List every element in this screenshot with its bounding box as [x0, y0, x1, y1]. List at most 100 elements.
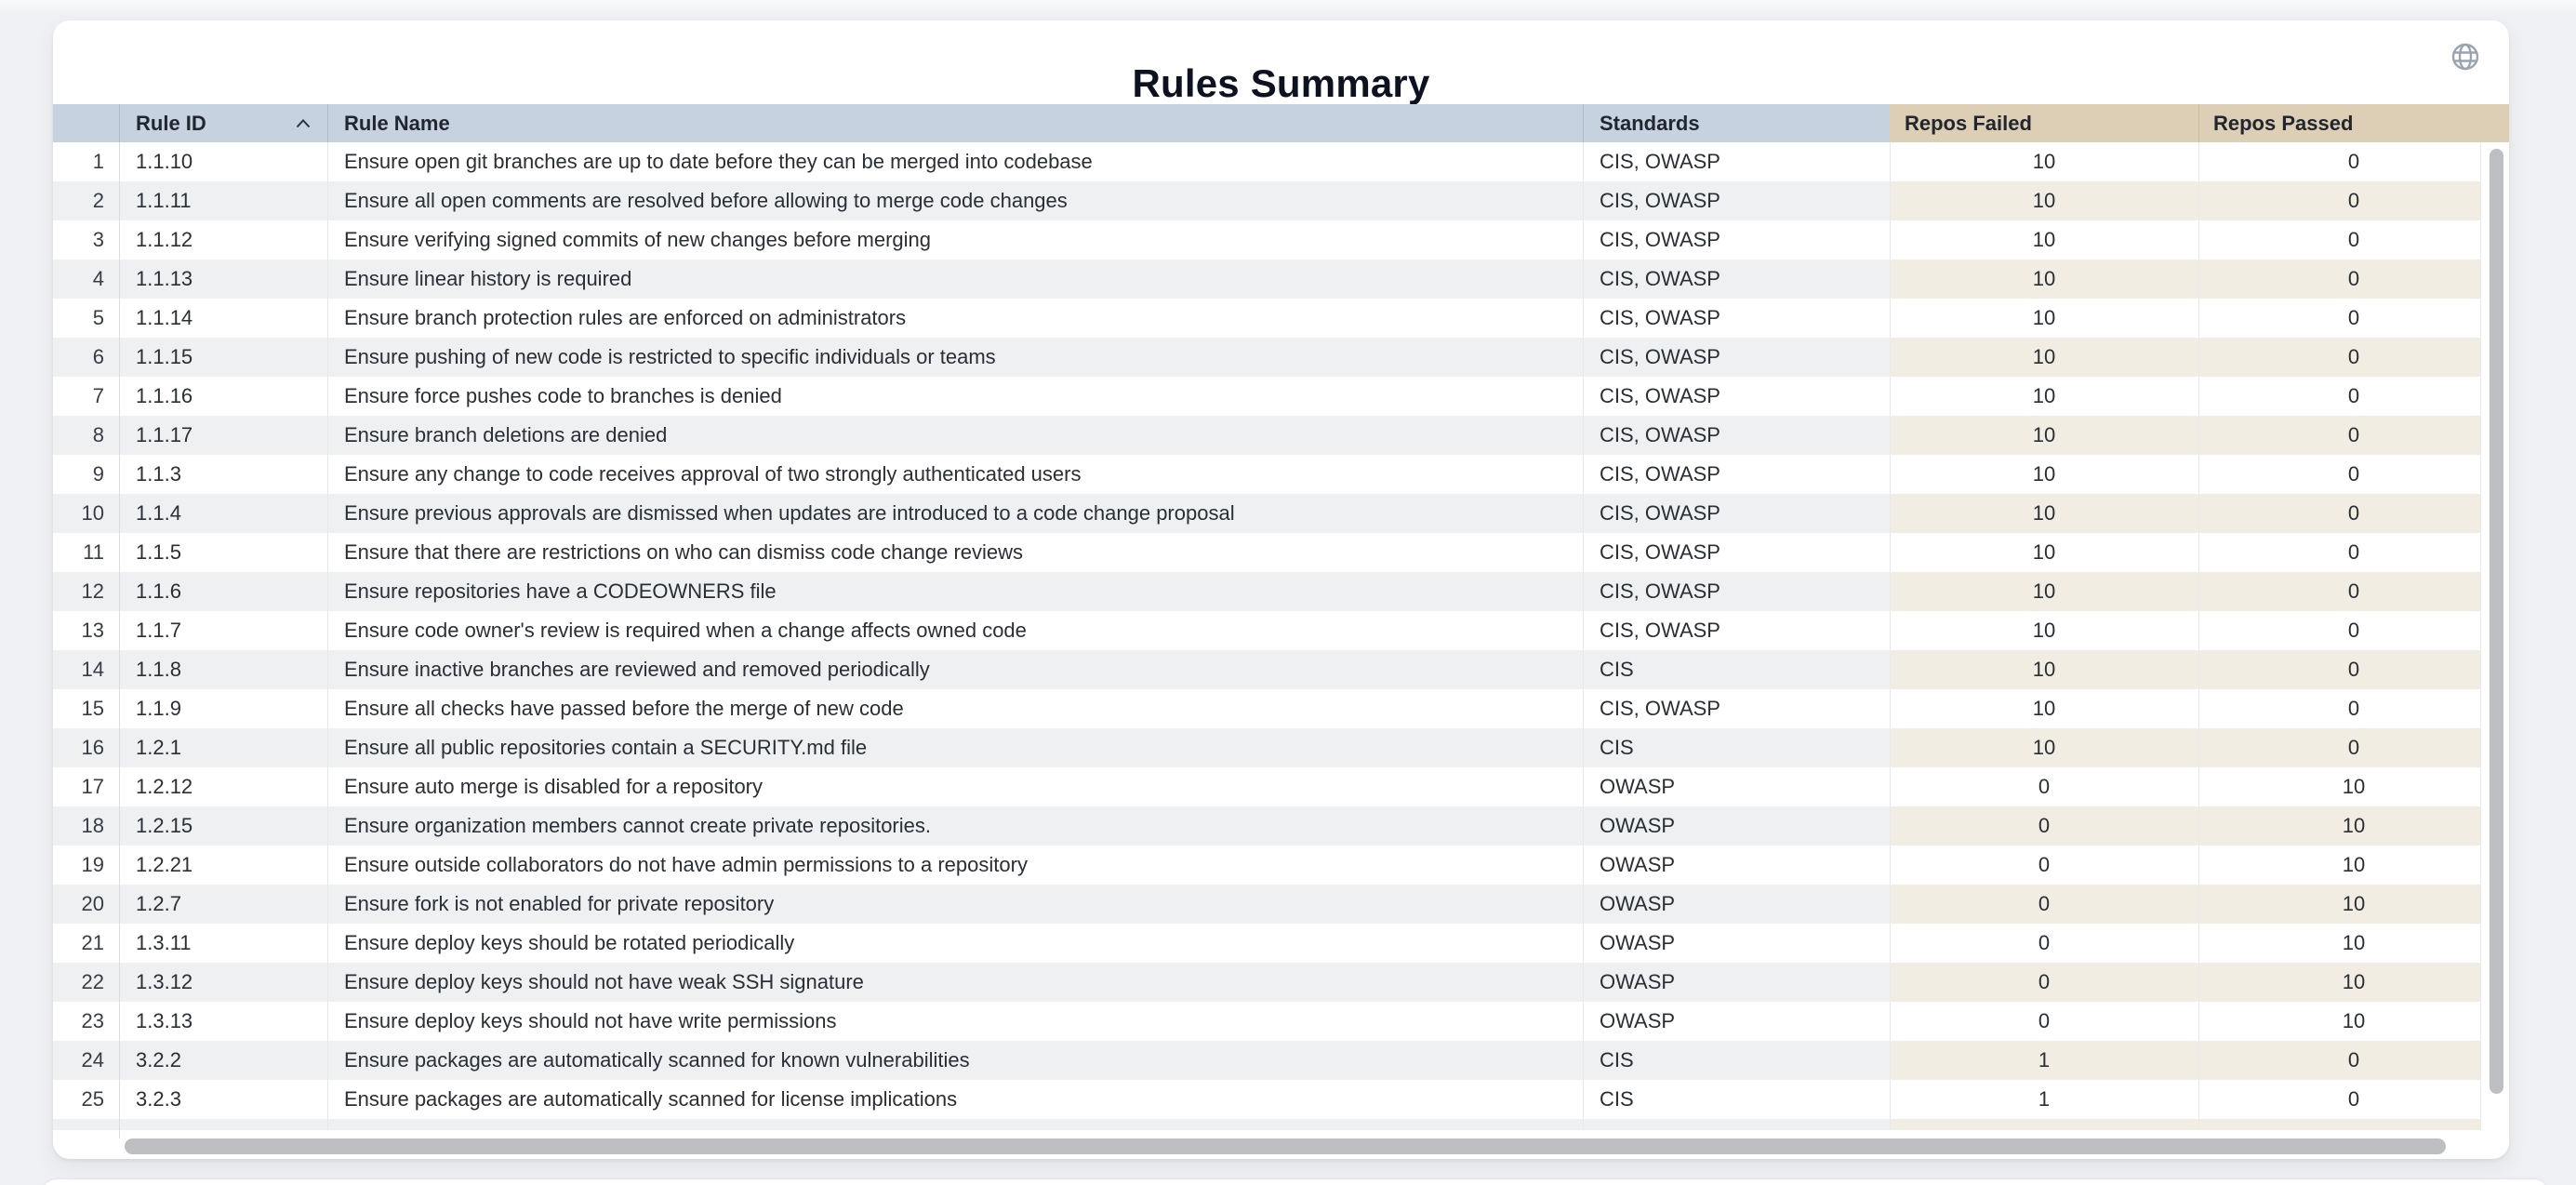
repos-passed-cell[interactable]: 0	[2198, 416, 2509, 455]
rule-name-cell[interactable]: Ensure open git branches are up to date …	[327, 142, 1583, 181]
repos-failed-cell[interactable]: 10	[1890, 533, 2198, 572]
rule-id-cell[interactable]: 1.2.1	[119, 728, 327, 767]
repos-failed-cell[interactable]: 1	[1890, 1041, 2198, 1080]
row-number-cell[interactable]: 4	[53, 260, 119, 299]
row-number-cell[interactable]: 5	[53, 299, 119, 338]
repos-passed-cell[interactable]: 0	[2198, 689, 2509, 728]
row-number-cell[interactable]: 24	[53, 1041, 119, 1080]
row-number-cell[interactable]: 23	[53, 1002, 119, 1041]
repos-passed-cell[interactable]: 10	[2198, 845, 2509, 885]
horizontal-scrollbar-thumb[interactable]	[125, 1138, 2446, 1154]
standards-cell[interactable]: CIS, OWASP	[1583, 611, 1890, 650]
standards-cell[interactable]: CIS, OWASP	[1583, 338, 1890, 377]
repos-passed-cell[interactable]: 0	[2198, 377, 2509, 416]
column-header-rule-name[interactable]: Rule Name	[327, 104, 1583, 142]
standards-cell[interactable]: CIS, OWASP	[1583, 533, 1890, 572]
rule-id-cell[interactable]: 1.1.7	[119, 611, 327, 650]
standards-cell[interactable]: OWASP	[1583, 806, 1890, 845]
globe-button[interactable]	[2445, 36, 2486, 77]
standards-cell[interactable]: CIS, OWASP	[1583, 260, 1890, 299]
repos-failed-cell[interactable]: 10	[1890, 416, 2198, 455]
repos-passed-cell[interactable]: 0	[2198, 533, 2509, 572]
repos-passed-cell[interactable]: 10	[2198, 885, 2509, 924]
rule-id-cell[interactable]: 1.1.14	[119, 299, 327, 338]
rule-name-cell[interactable]: Ensure packages are automatically scanne…	[327, 1080, 1583, 1119]
standards-cell[interactable]: CIS, OWASP	[1583, 220, 1890, 260]
rule-name-cell[interactable]: Ensure code owner's review is required w…	[327, 611, 1583, 650]
rule-name-cell[interactable]: Ensure organization members cannot creat…	[327, 806, 1583, 845]
repos-passed-cell[interactable]: 0	[2198, 494, 2509, 533]
row-number-cell[interactable]: 16	[53, 728, 119, 767]
repos-passed-cell[interactable]: 10	[2198, 806, 2509, 845]
repos-passed-cell[interactable]: 10	[2198, 924, 2509, 963]
row-number-cell[interactable]: 10	[53, 494, 119, 533]
standards-cell[interactable]: OWASP	[1583, 767, 1890, 806]
rule-id-cell[interactable]: 1.1.5	[119, 533, 327, 572]
rule-name-cell[interactable]: Ensure pushing of new code is restricted…	[327, 338, 1583, 377]
repos-passed-cell[interactable]: 10	[2198, 1002, 2509, 1041]
row-number-cell[interactable]: 3	[53, 220, 119, 260]
standards-cell[interactable]: CIS, OWASP	[1583, 299, 1890, 338]
standards-cell[interactable]: CIS, OWASP	[1583, 416, 1890, 455]
repos-failed-cell[interactable]: 10	[1890, 728, 2198, 767]
rule-name-cell[interactable]: Ensure deploy keys should be rotated per…	[327, 924, 1583, 963]
repos-passed-cell[interactable]: 0	[2198, 299, 2509, 338]
rule-id-cell[interactable]: 1.1.9	[119, 689, 327, 728]
standards-cell[interactable]: CIS	[1583, 650, 1890, 689]
rule-name-cell[interactable]: Ensure all checks have passed before the…	[327, 689, 1583, 728]
repos-passed-cell[interactable]: 0	[2198, 220, 2509, 260]
rule-id-cell[interactable]: 1.1.3	[119, 455, 327, 494]
repos-failed-cell[interactable]: 10	[1890, 142, 2198, 181]
repos-passed-cell[interactable]: 0	[2198, 1080, 2509, 1119]
rule-id-cell[interactable]: 1.3.12	[119, 963, 327, 1002]
standards-cell[interactable]: OWASP	[1583, 885, 1890, 924]
repos-failed-cell[interactable]: 10	[1890, 220, 2198, 260]
rule-name-cell[interactable]: Ensure previous approvals are dismissed …	[327, 494, 1583, 533]
standards-cell[interactable]: CIS	[1583, 1041, 1890, 1080]
repos-failed-cell[interactable]: 0	[1890, 963, 2198, 1002]
standards-cell[interactable]: CIS	[1583, 728, 1890, 767]
repos-failed-cell[interactable]: 10	[1890, 181, 2198, 220]
standards-cell[interactable]: CIS, OWASP	[1583, 455, 1890, 494]
row-number-cell[interactable]: 22	[53, 963, 119, 1002]
row-number-cell[interactable]: 17	[53, 767, 119, 806]
rule-id-cell[interactable]: 1.1.12	[119, 220, 327, 260]
row-number-cell[interactable]: 1	[53, 142, 119, 181]
column-header-repos-passed[interactable]: Repos Passed	[2198, 104, 2509, 142]
rule-id-cell[interactable]: 1.1.8	[119, 650, 327, 689]
repos-failed-cell[interactable]: 0	[1890, 924, 2198, 963]
repos-passed-cell[interactable]: 0	[2198, 650, 2509, 689]
repos-passed-cell[interactable]: 10	[2198, 963, 2509, 1002]
rule-name-cell[interactable]: Ensure deploy keys should not have weak …	[327, 963, 1583, 1002]
rule-name-cell[interactable]: Ensure fork is not enabled for private r…	[327, 885, 1583, 924]
rule-id-cell[interactable]: 1.1.6	[119, 572, 327, 611]
row-number-cell[interactable]: 11	[53, 533, 119, 572]
rule-id-cell[interactable]: 3.2.3	[119, 1080, 327, 1119]
row-number-cell[interactable]: 6	[53, 338, 119, 377]
repos-passed-cell[interactable]: 0	[2198, 572, 2509, 611]
repos-failed-cell[interactable]: 10	[1890, 572, 2198, 611]
repos-passed-cell[interactable]: 0	[2198, 611, 2509, 650]
rule-id-cell[interactable]: 3.2.2	[119, 1041, 327, 1080]
column-header-rule-id[interactable]: Rule ID	[119, 104, 327, 142]
row-number-cell[interactable]: 2	[53, 181, 119, 220]
row-number-cell[interactable]: 20	[53, 885, 119, 924]
repos-failed-cell[interactable]: 0	[1890, 845, 2198, 885]
rule-id-cell[interactable]: 1.1.13	[119, 260, 327, 299]
repos-failed-cell[interactable]: 10	[1890, 611, 2198, 650]
repos-passed-cell[interactable]: 0	[2198, 728, 2509, 767]
rule-id-cell[interactable]: 1.1.17	[119, 416, 327, 455]
row-number-cell[interactable]: 14	[53, 650, 119, 689]
repos-passed-cell[interactable]: 0	[2198, 338, 2509, 377]
repos-failed-cell[interactable]: 1	[1890, 1080, 2198, 1119]
rule-name-cell[interactable]: Ensure inactive branches are reviewed an…	[327, 650, 1583, 689]
rule-name-cell[interactable]: Ensure branch protection rules are enfor…	[327, 299, 1583, 338]
repos-failed-cell[interactable]: 0	[1890, 767, 2198, 806]
rule-name-cell[interactable]: Ensure all public repositories contain a…	[327, 728, 1583, 767]
vertical-scrollbar-thumb[interactable]	[2490, 149, 2503, 1094]
repos-failed-cell[interactable]: 0	[1890, 806, 2198, 845]
standards-cell[interactable]: CIS	[1583, 1080, 1890, 1119]
rule-name-cell[interactable]: Ensure auto merge is disabled for a repo…	[327, 767, 1583, 806]
row-number-cell[interactable]: 15	[53, 689, 119, 728]
rule-name-cell[interactable]: Ensure branch deletions are denied	[327, 416, 1583, 455]
